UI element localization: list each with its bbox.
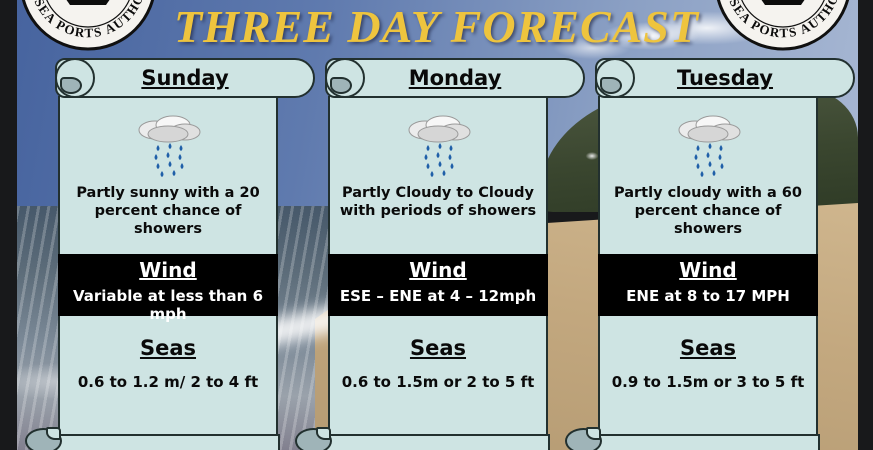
wind-section: Wind ENE at 8 to 17 MPH — [598, 254, 818, 316]
wind-label: Wind — [409, 258, 467, 282]
seal-graphic: & SEA PORTS AUTHOR — [21, 0, 155, 51]
scroll-curl — [295, 427, 332, 450]
seas-value: 0.6 to 1.2 m/ 2 to 4 ft — [77, 373, 259, 391]
sea-ports-authority-seal-right: & SEA PORTS AUTHOR — [713, 0, 853, 52]
forecast-text: Partly Cloudy to Cloudy with periods of … — [339, 185, 537, 220]
day-name: Tuesday — [677, 66, 773, 90]
scroll-curl — [565, 427, 602, 450]
day-name: Monday — [408, 66, 502, 90]
letterbox-bar-right — [858, 0, 873, 450]
panel-body: Partly Cloudy to Cloudy with periods of … — [328, 96, 548, 450]
panel-sunday: Sunday — [55, 58, 315, 450]
wind-label: Wind — [679, 258, 737, 282]
wind-value: ESE – ENE at 4 – 12mph — [339, 287, 537, 305]
seas-label: Seas — [139, 336, 197, 360]
seas-value: 0.9 to 1.5m or 3 to 5 ft — [611, 373, 805, 391]
scroll-header: Monday — [325, 58, 585, 98]
panel-body: Partly cloudy with a 60 percent chance o… — [598, 96, 818, 450]
wind-section: Wind Variable at less than 6 mph — [58, 254, 278, 323]
forecast-text: Partly sunny with a 20 percent chance of… — [76, 185, 260, 238]
day-name: Sunday — [141, 66, 229, 90]
wind-section: Wind ESE – ENE at 4 – 12mph — [328, 254, 548, 316]
panel-tuesday: Tuesday — [595, 58, 855, 450]
seas-label: Seas — [409, 336, 467, 360]
wind-value: ENE at 8 to 17 MPH — [626, 287, 790, 305]
sea-ports-authority-seal-left: & SEA PORTS AUTHOR — [18, 0, 158, 52]
rain-showers-icon — [60, 112, 276, 178]
panel-monday: Monday — [325, 58, 585, 450]
scroll-header: Sunday — [55, 58, 315, 98]
seas-section: Seas 0.6 to 1.5m or 2 to 5 ft — [334, 336, 542, 391]
seal-graphic: & SEA PORTS AUTHOR — [716, 0, 850, 51]
scroll-curl — [595, 58, 635, 98]
letterbox-bar-left — [0, 0, 17, 450]
seas-label: Seas — [679, 336, 737, 360]
scroll-header: Tuesday — [595, 58, 855, 98]
next-row-scroll-top — [25, 427, 280, 450]
seas-section: Seas 0.6 to 1.2 m/ 2 to 4 ft — [64, 336, 272, 391]
wind-value: Variable at less than 6 mph — [72, 287, 264, 323]
forecast-text: Partly cloudy with a 60 percent chance o… — [614, 185, 802, 238]
scroll-curl — [325, 58, 365, 98]
next-row-scroll-top — [565, 427, 820, 450]
panel-body: Partly sunny with a 20 percent chance of… — [58, 96, 278, 450]
next-row-scroll-top — [295, 427, 550, 450]
ship-silhouette-icon — [761, 0, 805, 5]
wind-label: Wind — [139, 258, 197, 282]
scroll-curl — [25, 427, 62, 450]
rain-showers-icon — [330, 112, 546, 178]
rain-showers-icon — [600, 112, 816, 178]
page-title: THREE DAY FORECAST — [174, 1, 699, 52]
seas-section: Seas 0.9 to 1.5m or 3 to 5 ft — [604, 336, 812, 391]
ship-silhouette-icon — [66, 0, 110, 5]
seas-value: 0.6 to 1.5m or 2 to 5 ft — [341, 373, 535, 391]
scroll-curl — [55, 58, 95, 98]
